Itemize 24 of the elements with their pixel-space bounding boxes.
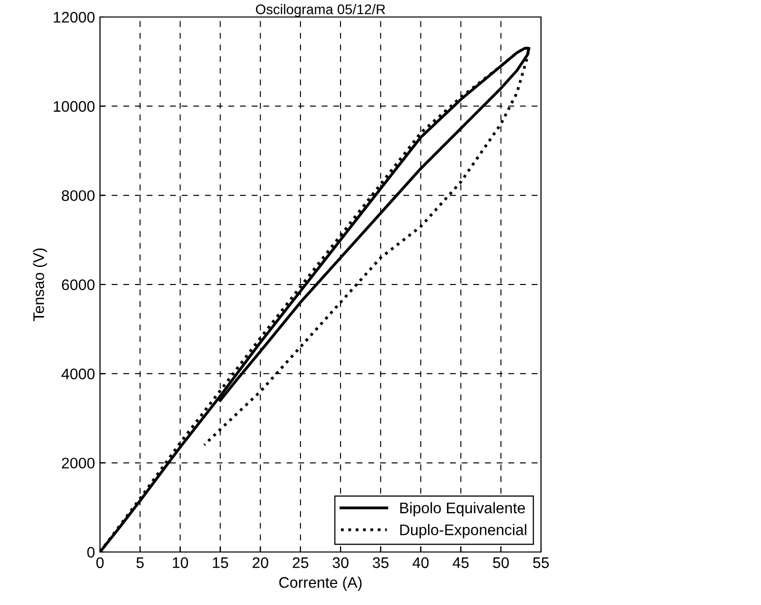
x-tick-label: 40 bbox=[412, 557, 429, 568]
x-tick-label: 10 bbox=[172, 557, 188, 568]
y-tick-label: 10000 bbox=[54, 101, 95, 112]
x-tick-label: 35 bbox=[372, 557, 388, 568]
x-tick-label: 5 bbox=[136, 557, 144, 568]
y-tick-label: 8000 bbox=[62, 190, 95, 202]
legend-label: Bipolo Equivalente bbox=[400, 502, 525, 516]
y-tick-label: 6000 bbox=[62, 279, 95, 290]
y-axis-title: Tensao (V) bbox=[32, 248, 48, 322]
x-tick-label: 55 bbox=[533, 557, 549, 568]
y-tick-label: 0 bbox=[87, 546, 95, 558]
x-tick-label: 25 bbox=[292, 557, 308, 568]
x-tick-label: 30 bbox=[332, 557, 348, 568]
legend-label: Duplo-Exponencial bbox=[400, 524, 526, 538]
x-tick-label: 20 bbox=[252, 557, 268, 568]
x-tick-label: 50 bbox=[493, 557, 509, 568]
y-tick-label: 4000 bbox=[62, 368, 95, 380]
x-tick-label: 45 bbox=[452, 557, 469, 568]
y-tick-label: 12000 bbox=[54, 12, 95, 23]
x-tick-label: 0 bbox=[96, 557, 104, 568]
y-tick-label: 2000 bbox=[62, 458, 95, 469]
chart-title: Oscilograma 05/12/R bbox=[256, 4, 386, 17]
x-tick-label: 15 bbox=[212, 557, 228, 568]
x-axis-title: Corrente (A) bbox=[279, 576, 362, 591]
